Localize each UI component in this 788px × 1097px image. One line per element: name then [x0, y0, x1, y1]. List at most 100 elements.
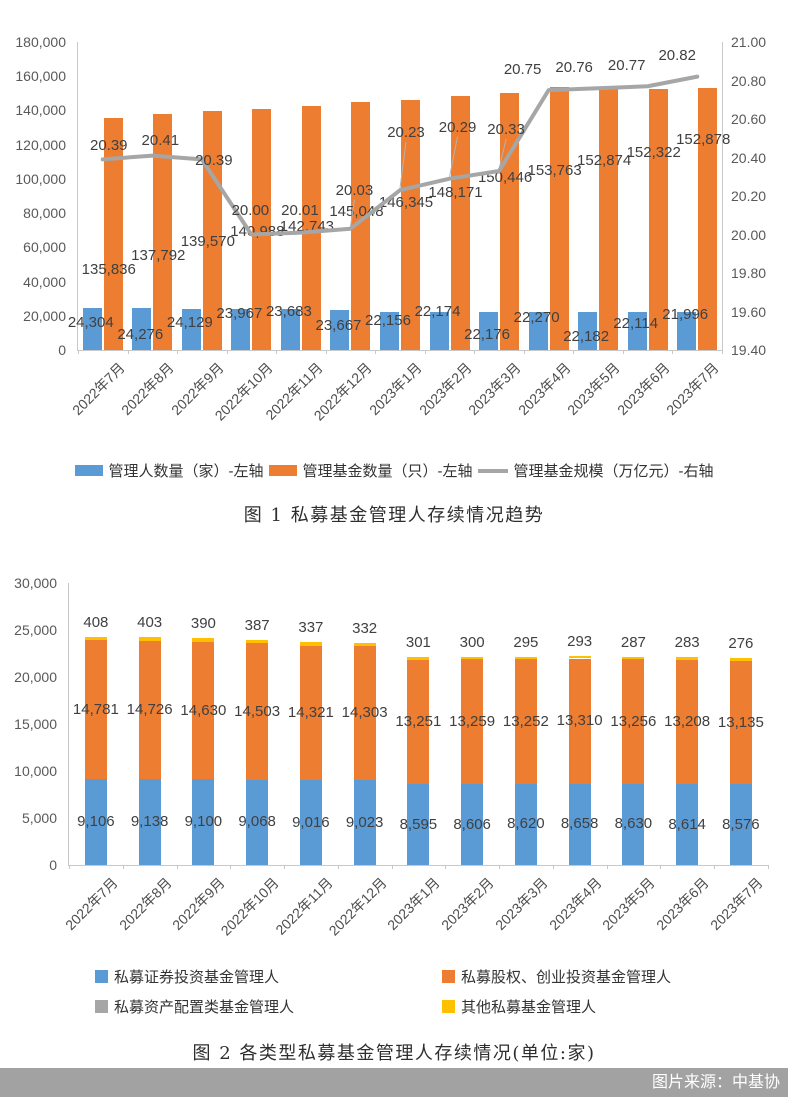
fig1-legend-item: 管理基金数量（只）-左轴 [268, 460, 473, 481]
fig2-securities-value-label: 9,068 [238, 813, 276, 831]
fig1-trend-value-label: 20.41 [141, 131, 180, 149]
fig1-managers-bar [132, 308, 152, 350]
fig2-equity-value-label: 14,303 [341, 703, 388, 721]
line-swatch-icon [477, 468, 508, 473]
fig2-securities-bar [192, 779, 215, 865]
fig2-other-bar [461, 656, 484, 660]
fig1-managers-bar [181, 308, 201, 350]
fig1-trend-value-label: 20.76 [555, 59, 593, 77]
fig2-other-bar [299, 642, 322, 646]
fig2-y-axis-tick-label: 0 [49, 857, 57, 873]
fig1-left-axis-line [77, 42, 78, 350]
fig2-equity-value-label: 13,259 [449, 712, 496, 730]
fig1-legend-label: 管理人数量（家）-左轴 [108, 463, 264, 480]
fig2-equity-value-label: 13,251 [395, 712, 442, 730]
fig2-legend-item: 私募资产配置类基金管理人 [95, 996, 442, 1017]
fig2-equity-value-label: 13,256 [610, 712, 657, 730]
figure2-legend: 私募证券投资基金管理人 私募股权、创业投资基金管理人 私募资产配置类基金管理人 其他私… [95, 966, 671, 1017]
fig2-securities-bar [138, 779, 161, 865]
fig1-x-axis-tick [523, 350, 525, 354]
fig2-securities-value-label: 9,106 [77, 813, 115, 831]
fig1-managers-bar [578, 312, 598, 350]
fig2-other-bar [622, 656, 645, 660]
fig1-x-axis-tick [325, 350, 327, 354]
fig1-right-axis-tick-label: 19.60 [731, 303, 767, 320]
fig2-other-value-label: 390 [190, 615, 216, 633]
fig2-x-axis-tick [606, 865, 608, 869]
fig1-right-axis-tick-label: 21.00 [731, 34, 767, 50]
fig2-securities-value-label: 8,606 [453, 815, 491, 833]
fig1-managers-bar [280, 309, 300, 350]
fig1-legend-item: 管理基金规模（万亿元）-右轴 [477, 460, 714, 481]
fig2-securities-value-label: 8,658 [560, 815, 599, 833]
fig2-equity-bar [568, 658, 591, 784]
fig1-managers-bar [528, 311, 548, 350]
fig1-x-axis-tick [375, 350, 377, 354]
square-swatch-icon [95, 970, 108, 983]
fig1-x-axis-tick [622, 350, 624, 354]
fig2-x-axis-tick [445, 865, 447, 869]
figure2-caption: 图 2 各类型私募基金管理人存续情况(单位:家) [192, 1043, 596, 1064]
fig1-x-axis-tick [722, 350, 723, 354]
fig1-x-axis-tick [78, 350, 79, 354]
fig1-legend-label: 管理基金数量（只）-左轴 [302, 463, 473, 480]
fig2-securities-value-label: 9,016 [292, 813, 330, 831]
fig2-x-axis-line [68, 865, 769, 866]
fig2-x-axis-tick [69, 865, 70, 869]
fig2-equity-bar [622, 659, 645, 784]
fig1-managers-bar [231, 308, 251, 350]
fig1-trend-value-label: 20.75 [503, 61, 542, 79]
fig2-equity-value-label: 14,321 [287, 703, 334, 721]
fig2-other-bar [676, 657, 699, 660]
fig2-other-value-label: 295 [513, 633, 539, 651]
fig1-left-axis-tick-label: 140,000 [15, 102, 66, 119]
fig1-left-axis-tick-label: 80,000 [23, 205, 66, 222]
fig2-equity-value-label: 13,208 [664, 712, 711, 730]
fig2-securities-value-label: 9,138 [130, 813, 169, 831]
fig2-y-axis-tick-label: 10,000 [14, 763, 57, 779]
fig2-equity-bar [461, 659, 484, 785]
fig1-left-axis-tick-label: 100,000 [15, 170, 66, 187]
fig1-managers-value-label: 23,967 [216, 305, 263, 322]
fig2-securities-bar [299, 780, 322, 865]
fig2-other-bar [729, 658, 752, 661]
fig1-managers-value-label: 24,129 [166, 314, 213, 331]
fig1-left-axis-tick-label: 120,000 [15, 136, 66, 153]
fig2-securities-bar [461, 784, 484, 865]
fig1-left-axis-tick-label: 180,000 [15, 34, 66, 50]
fig2-other-value-label: 403 [137, 613, 163, 631]
fig2-securities-value-label: 9,100 [184, 813, 223, 831]
fig2-equity-bar [299, 645, 322, 781]
fig2-legend-label: 私募股权、创业投资基金管理人 [461, 969, 672, 986]
fig2-x-axis-tick [284, 865, 285, 869]
fig1-managers-value-label: 22,174 [414, 303, 461, 320]
fig2-securities-bar [568, 783, 591, 865]
fig1-trend-value-label: 20.77 [607, 57, 646, 75]
fig1-trend-value-label: 20.01 [281, 201, 319, 219]
fig2-other-value-label: 293 [567, 632, 593, 650]
fig2-equity-bar [514, 659, 537, 784]
fig1-managers-value-label: 23,683 [265, 303, 312, 320]
fig1-right-axis-tick-label: 20.80 [731, 72, 767, 89]
fig2-equity-bar [84, 640, 107, 780]
fig2-securities-bar [407, 784, 430, 865]
fig1-managers-bar [330, 309, 350, 350]
fig1-trend-value-label: 20.82 [658, 46, 696, 64]
fig1-funds-value-label: 135,836 [81, 261, 136, 278]
fig2-equity-bar [729, 660, 752, 785]
fig1-legend-label: 管理基金规模（万亿元）-右轴 [513, 463, 714, 480]
fig1-managers-value-label: 21,996 [662, 306, 709, 323]
fig1-right-axis-tick-label: 20.20 [731, 188, 767, 204]
fig1-trend-value-label: 20.00 [231, 201, 270, 219]
fig1-trend-value-label: 20.03 [335, 181, 374, 199]
fig2-other-bar [192, 638, 215, 642]
fig1-managers-value-label: 22,270 [513, 309, 560, 326]
fig2-securities-value-label: 8,620 [507, 815, 545, 833]
figure1-caption: 图 1 私募基金管理人存续情况趋势 [243, 505, 545, 526]
square-swatch-icon [442, 1000, 455, 1013]
fig2-legend-item: 私募股权、创业投资基金管理人 [442, 966, 671, 987]
fig2-equity-value-label: 14,630 [180, 701, 227, 719]
bar-swatch-icon [74, 465, 103, 476]
fig2-other-value-label: 287 [620, 633, 646, 651]
